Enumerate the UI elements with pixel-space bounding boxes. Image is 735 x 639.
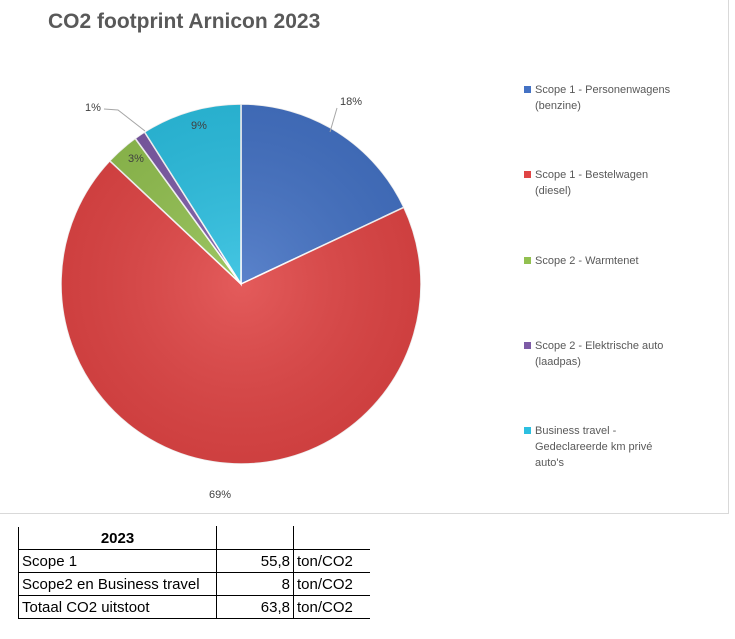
summary-table: 2023 Scope 1 55,8 ton/CO2 Scope2 en Busi… <box>18 526 370 619</box>
legend-label: Scope 2 - Warmtenet <box>535 255 639 267</box>
legend-label: Scope 1 - Personenwagens (benzine) <box>535 84 671 112</box>
table-header-unit <box>293 526 370 550</box>
data-label: 9% <box>191 120 207 132</box>
data-label: 1% <box>85 102 101 114</box>
data-label: 18% <box>340 96 362 108</box>
legend-item: Scope 1 - Bestelwagen (diesel) <box>524 167 724 199</box>
chart-title: CO2 footprint Arnicon 2023 <box>48 10 321 33</box>
legend-item: Scope 2 - Elektrische auto (laadpas) <box>524 338 724 370</box>
legend-item: Business travel - Gedeclareerde km privé a… <box>524 423 724 471</box>
legend-label: Business travel - Gedeclareerde km privé a… <box>535 425 653 469</box>
row-label: Totaal CO2 uitstoot <box>18 595 217 619</box>
table-row: Totaal CO2 uitstoot 63,8 ton/CO2 <box>18 595 370 619</box>
legend-swatch <box>524 257 531 264</box>
table-header-value <box>216 526 294 550</box>
row-unit: ton/CO2 <box>293 572 370 596</box>
row-value: 63,8 <box>216 595 294 619</box>
row-value: 8 <box>216 572 294 596</box>
legend-label: Scope 1 - Bestelwagen (diesel) <box>535 169 649 197</box>
legend-label: Scope 2 - Elektrische auto (laadpas) <box>535 340 664 368</box>
table-row: Scope 1 55,8 ton/CO2 <box>18 549 370 573</box>
table-header-row: 2023 <box>18 526 370 550</box>
legend-swatch <box>524 342 531 349</box>
data-label: 69% <box>209 489 231 501</box>
leader-line <box>329 107 338 133</box>
row-label: Scope 1 <box>18 549 217 573</box>
row-label: Scope2 en Business travel <box>18 572 217 596</box>
row-unit: ton/CO2 <box>293 549 370 573</box>
legend-swatch <box>524 171 531 178</box>
legend-item: Scope 2 - Warmtenet <box>524 253 724 269</box>
pie-chart: 18% 69% 3% 1% 9% <box>60 96 422 501</box>
table-header-year: 2023 <box>18 526 217 550</box>
chart-area: CO2 footprint Arnicon 2023 18% 69% 3% 1% 9% … <box>0 0 729 514</box>
leader-line <box>103 108 146 132</box>
row-value: 55,8 <box>216 549 294 573</box>
legend-swatch <box>524 427 531 434</box>
pie-shading <box>61 104 421 464</box>
data-label: 3% <box>128 153 144 165</box>
row-unit: ton/CO2 <box>293 595 370 619</box>
legend-swatch <box>524 86 531 93</box>
legend-item: Scope 1 - Personenwagens (benzine) <box>524 82 724 114</box>
table-row: Scope2 en Business travel 8 ton/CO2 <box>18 572 370 596</box>
